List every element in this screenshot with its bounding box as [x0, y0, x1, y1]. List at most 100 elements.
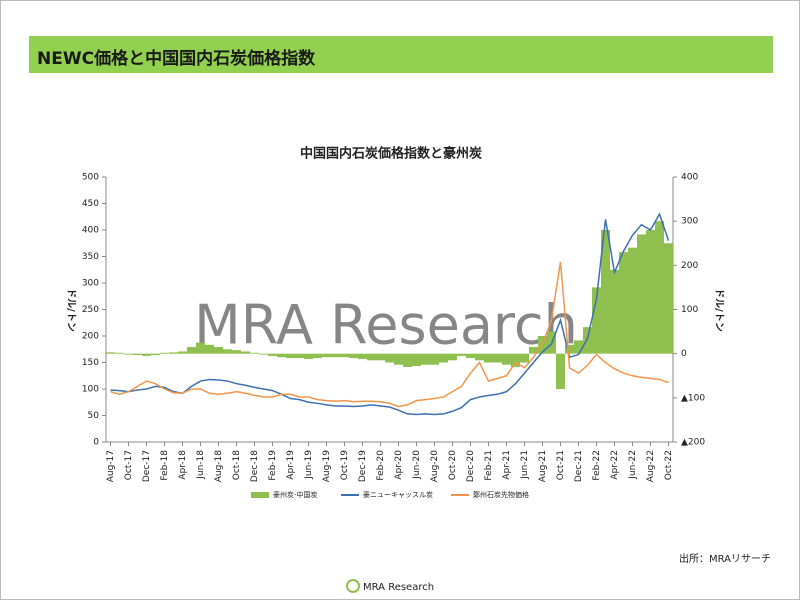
bar [628, 247, 637, 354]
y-tick-label: 300 [82, 279, 99, 289]
bar [412, 353, 421, 367]
logo: MRA Research [346, 579, 434, 593]
bar [610, 269, 619, 354]
x-tick-label: Apr-19 [286, 450, 296, 480]
bar [457, 353, 466, 356]
x-tick-label: Aug-20 [430, 450, 440, 483]
bar [295, 353, 304, 359]
x-tick-label: Jun-20 [412, 450, 422, 480]
bar [313, 353, 322, 359]
x-tick-label: Apr-21 [502, 450, 512, 480]
y-tick-label: 450 [82, 199, 99, 209]
bar [466, 353, 475, 359]
bar [583, 327, 592, 354]
x-tick-label: Feb-20 [376, 450, 386, 481]
header-title: NEWC価格と中国国内石炭価格指数 [37, 49, 316, 69]
y2-tick-label: ▲200 [681, 438, 705, 448]
legend-label: 豪州炭-中国炭 [273, 490, 318, 499]
y2-tick-label: 200 [681, 261, 698, 271]
bar [178, 351, 187, 354]
bar [115, 352, 124, 354]
bar [322, 353, 331, 358]
y-axis-label: ドル/トン [65, 288, 77, 332]
y-tick-label: 250 [82, 305, 99, 315]
bar [655, 221, 664, 354]
x-tick-label: Feb-19 [268, 450, 278, 481]
bar [250, 352, 259, 354]
bar [214, 347, 223, 354]
bar [187, 347, 196, 354]
x-tick-label: Aug-18 [214, 450, 224, 483]
x-tick-label: Feb-18 [160, 450, 170, 481]
x-tick-label: Dec-18 [250, 450, 260, 482]
y-tick-label: 50 [88, 411, 100, 421]
y-tick-label: 0 [93, 438, 99, 448]
bar [502, 353, 511, 365]
legend-swatch [251, 492, 269, 498]
x-tick-label: Jun-18 [196, 450, 206, 480]
x-tick-label: Jun-21 [520, 450, 530, 480]
bar [340, 353, 349, 358]
watermark: MRA Research [194, 294, 578, 357]
y-tick-label: 100 [82, 385, 99, 395]
bar [556, 353, 565, 389]
x-tick-label: Dec-21 [574, 450, 584, 482]
x-tick-label: Aug-22 [646, 450, 656, 482]
bar [160, 352, 169, 354]
bar [304, 353, 313, 359]
y2-tick-label: 300 [681, 217, 698, 227]
bar [439, 353, 448, 363]
bar [484, 353, 493, 363]
bar [124, 353, 133, 355]
source: 出所：MRAリサーチ [679, 552, 771, 565]
bar [565, 344, 574, 354]
bar [331, 353, 340, 358]
legend-label: 豪ニューキャッスル炭 [363, 490, 433, 499]
x-tick-label: Oct-22 [664, 450, 674, 480]
y-tick-label: 150 [82, 358, 99, 368]
x-tick-label: Oct-21 [556, 450, 566, 480]
bar [349, 353, 358, 359]
x-tick-label: Apr-22 [610, 450, 620, 480]
x-tick-label: Aug-19 [322, 450, 332, 483]
y-tick-label: 400 [82, 226, 99, 236]
x-tick-label: Oct-17 [124, 450, 134, 480]
bar [367, 353, 376, 361]
x-tick-label: Dec-20 [466, 450, 476, 482]
bar [358, 353, 367, 359]
x-tick-label: Oct-18 [232, 450, 242, 481]
bar [241, 351, 250, 354]
bar [448, 353, 457, 361]
bar [664, 243, 673, 354]
x-tick-label: Jun-22 [628, 450, 638, 480]
x-tick-label: Apr-20 [394, 450, 404, 480]
bar [277, 353, 286, 358]
y2-tick-label: 400 [681, 173, 698, 183]
bar [511, 353, 520, 367]
bar [493, 353, 502, 363]
bar [196, 342, 205, 354]
bar [394, 353, 403, 365]
y-tick-label: 200 [82, 332, 99, 342]
x-tick-label: Feb-21 [484, 450, 494, 481]
x-tick-label: Aug-21 [538, 450, 548, 482]
bar [592, 287, 601, 354]
bar [259, 353, 268, 355]
y2-tick-label: 0 [681, 349, 687, 359]
bar [286, 353, 295, 359]
x-tick-label: Dec-17 [142, 450, 152, 482]
bar [385, 353, 394, 363]
bar [646, 230, 655, 354]
bar [151, 353, 160, 355]
y-tick-label: 500 [82, 173, 99, 183]
line [110, 212, 670, 416]
bar [268, 353, 277, 356]
x-tick-label: Apr-18 [178, 450, 188, 480]
bar [232, 350, 241, 354]
bar [601, 230, 610, 354]
x-tick-label: Aug-17 [106, 450, 116, 482]
x-tick-label: Jun-19 [304, 450, 314, 480]
bar [529, 347, 538, 354]
line [110, 261, 669, 408]
